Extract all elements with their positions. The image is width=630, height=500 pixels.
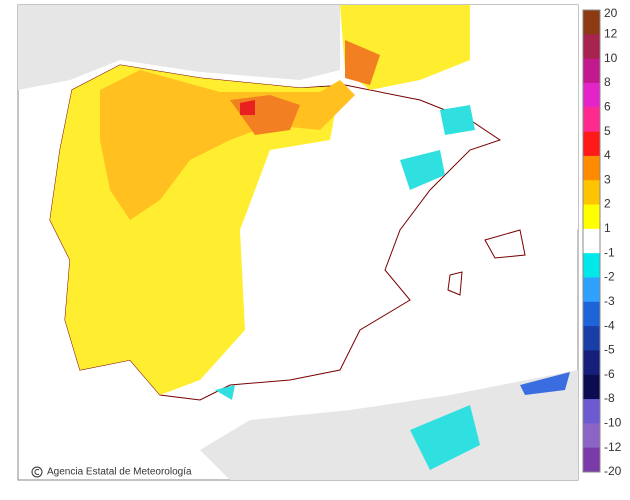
legend-label: -8 <box>604 391 615 405</box>
legend-label: 8 <box>604 75 611 89</box>
legend-swatch <box>583 350 600 376</box>
legend-swatch <box>583 180 600 206</box>
legend-swatch <box>583 204 600 230</box>
legend-label: 12 <box>604 26 618 40</box>
balearic-islands <box>484 229 526 259</box>
cold-area <box>520 372 570 395</box>
legend-label: -12 <box>604 440 622 454</box>
legend-label: -10 <box>604 416 622 430</box>
legend-label: 6 <box>604 99 611 113</box>
legend-label: 5 <box>604 124 611 138</box>
legend-label: -5 <box>604 343 615 357</box>
legend-swatch <box>583 10 600 35</box>
hottest-area <box>240 100 255 115</box>
legend-swatch <box>583 447 600 473</box>
cool-area <box>400 150 445 190</box>
legend: 20 12 10 8 6 5 4 3 2 1 -1 -2 -3 -4 -5 -6 -8 -10 -12 -20 <box>582 6 622 478</box>
map: Agencia Estatal de Meteorología <box>17 4 579 481</box>
legend-label: -2 <box>604 270 615 284</box>
legend-label: 20 <box>604 6 618 20</box>
balearic-islands <box>447 271 463 296</box>
copyright-icon <box>31 466 43 478</box>
legend-swatch <box>583 253 600 278</box>
land-outside <box>18 5 340 90</box>
legend-frame <box>582 9 601 473</box>
legend-swatch <box>583 34 600 60</box>
legend-swatch <box>583 131 600 157</box>
legend-swatch <box>583 277 600 303</box>
legend-label: -1 <box>604 245 615 259</box>
hot-area-france <box>345 40 380 85</box>
legend-swatch <box>583 301 600 327</box>
legend-label: -3 <box>604 294 615 308</box>
cool-area <box>215 385 235 400</box>
africa <box>200 370 578 480</box>
legend-label: -4 <box>604 318 615 332</box>
legend-swatch <box>583 82 600 108</box>
legend-label: -20 <box>604 464 622 478</box>
legend-label: 10 <box>604 51 618 65</box>
cool-area <box>410 405 480 470</box>
legend-swatch <box>583 107 600 133</box>
legend-swatch <box>583 228 600 254</box>
legend-swatch <box>583 374 600 400</box>
legend-label: -6 <box>604 367 615 381</box>
legend-label: 1 <box>604 221 611 235</box>
copyright-icon <box>34 469 40 475</box>
legend-swatch <box>583 399 600 424</box>
legend-label: 4 <box>604 148 611 162</box>
legend-swatch <box>583 155 600 181</box>
legend-label: 3 <box>604 172 611 186</box>
legend-swatch <box>583 58 600 84</box>
legend-swatch <box>583 326 600 351</box>
credit: Agencia Estatal de Meteorología <box>47 467 192 478</box>
legend-swatch <box>583 423 600 449</box>
legend-label: 2 <box>604 197 611 211</box>
cool-area <box>440 105 475 135</box>
